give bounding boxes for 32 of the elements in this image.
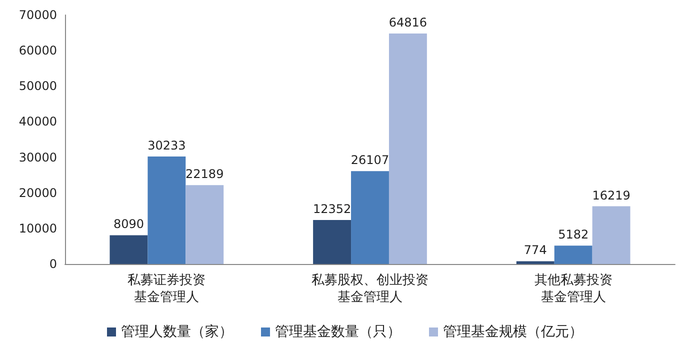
legend-label: 管理人数量（家） (121, 324, 233, 340)
y-tick-label: 10000 (18, 221, 57, 236)
x-tick-label: 其他私募投资基金管理人 (534, 273, 612, 305)
bar (516, 261, 554, 264)
data-label: 64816 (388, 15, 428, 30)
bar (554, 246, 592, 264)
legend-label: 管理基金数量（只） (275, 324, 401, 340)
bar (592, 206, 630, 264)
y-tick-label: 20000 (18, 186, 57, 200)
data-label: 22189 (186, 167, 224, 182)
y-tick-label: 30000 (18, 150, 57, 164)
y-tick-label: 40000 (18, 114, 57, 129)
data-label: 12352 (312, 202, 352, 216)
x-tick-label: 私募证券投资基金管理人 (128, 273, 206, 305)
bar (110, 235, 148, 264)
data-label: 8090 (113, 217, 144, 232)
data-label: 26107 (350, 153, 390, 168)
bar (351, 171, 389, 264)
data-label: 5182 (558, 228, 589, 242)
data-label: 16219 (592, 188, 630, 202)
x-tick-label: 私募股权、创业投资基金管理人 (312, 273, 428, 305)
data-label: 774 (524, 243, 547, 258)
bar (313, 220, 352, 264)
bar (186, 185, 224, 264)
y-tick-label: 50000 (18, 79, 57, 94)
data-label: 30233 (148, 138, 186, 152)
y-tick-label: 0 (49, 257, 57, 271)
y-tick-label: 60000 (18, 44, 57, 58)
legend-label: 管理基金规模（亿元） (443, 324, 583, 340)
y-tick-label: 70000 (18, 8, 57, 22)
bar (388, 33, 427, 264)
bar (148, 156, 186, 264)
